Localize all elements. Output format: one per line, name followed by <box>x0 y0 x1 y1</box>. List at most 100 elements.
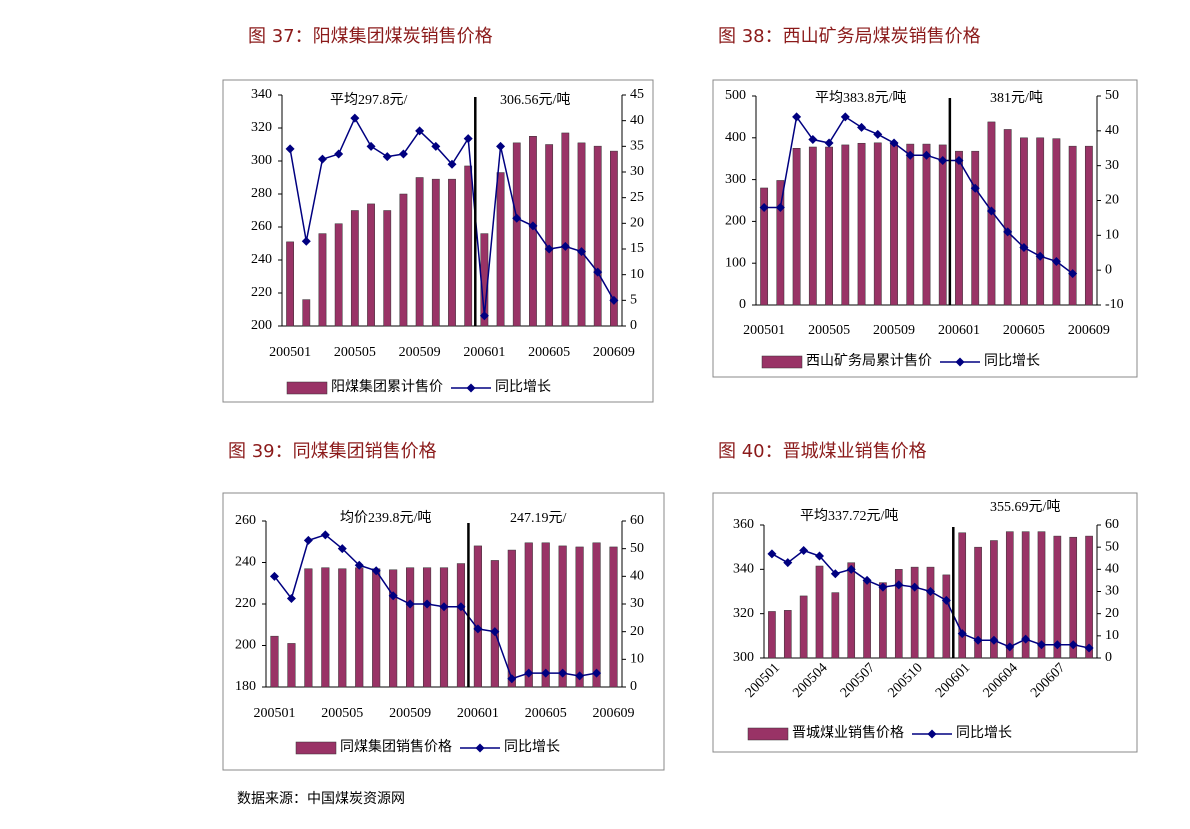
annotation: 平均337.72元/吨 <box>800 508 898 524</box>
y2-tick-label: 5 <box>630 293 637 308</box>
bar <box>1084 145 1093 306</box>
line-marker <box>808 135 818 145</box>
bar <box>338 568 347 688</box>
annotation: 均价239.8元/吨 <box>340 510 431 526</box>
line-marker <box>1068 269 1078 279</box>
x-tick-label: 200501 <box>253 706 295 721</box>
bar <box>815 565 824 659</box>
legend-swatch <box>286 381 328 395</box>
bar <box>760 187 769 306</box>
y-tick-label: 200 <box>251 318 272 333</box>
y-tick-label: 500 <box>725 88 746 103</box>
line-marker <box>1005 642 1015 652</box>
x-tick-label: 200601 <box>938 323 980 338</box>
bar <box>304 568 313 688</box>
line-marker <box>350 113 360 123</box>
bar <box>389 569 398 688</box>
bar <box>529 136 537 327</box>
line-marker <box>354 560 364 570</box>
annotation: 355.69元/吨 <box>990 499 1060 515</box>
y-tick-label: 220 <box>235 596 256 611</box>
x-tick-label: 200509 <box>399 345 441 360</box>
line-marker <box>815 551 824 561</box>
bar <box>561 132 570 327</box>
line-marker <box>894 580 904 590</box>
y2-tick-label: 40 <box>630 113 644 128</box>
bar <box>367 203 375 327</box>
bar <box>808 146 817 306</box>
y2-tick-label: 25 <box>630 190 644 205</box>
bar <box>1053 535 1062 659</box>
bar <box>318 233 327 327</box>
bar <box>524 542 533 688</box>
legend-label: 同比增长 <box>504 739 560 755</box>
y-tick-label: 260 <box>235 513 256 528</box>
legend-swatch <box>295 741 337 755</box>
x-tick-label: 200605 <box>528 345 570 360</box>
line-marker <box>512 213 522 223</box>
bar <box>1005 531 1014 659</box>
line-marker <box>439 602 449 612</box>
bar <box>906 143 915 306</box>
y-tick-label: 200 <box>235 638 256 653</box>
bar <box>1037 531 1046 659</box>
line-marker <box>1052 640 1062 650</box>
y2-tick-label: 10 <box>630 652 644 667</box>
y2-tick-label: 50 <box>1105 539 1119 554</box>
line-marker <box>285 144 295 154</box>
line-marker <box>1019 243 1029 253</box>
y-tick-label: 320 <box>733 606 754 621</box>
line-marker <box>1035 251 1045 261</box>
bar <box>942 574 951 659</box>
line-marker <box>910 582 920 592</box>
bar <box>406 567 415 688</box>
x-tick-label: 200505 <box>334 345 376 360</box>
x-tick-label: 200609 <box>593 345 635 360</box>
y2-tick-label: 60 <box>630 513 644 528</box>
line-marker <box>941 595 951 605</box>
y-tick-label: 300 <box>733 650 754 665</box>
chart-title: 图 38：西山矿务局煤炭销售价格 <box>718 26 981 47</box>
legend-swatch <box>747 727 789 741</box>
line-marker <box>422 599 432 609</box>
x-tick-label: 200507 <box>838 660 878 700</box>
line-marker <box>490 627 500 637</box>
line-marker <box>986 206 996 216</box>
bar <box>938 144 947 306</box>
y2-tick-label: 30 <box>630 596 644 611</box>
bar <box>955 150 963 306</box>
bar <box>890 142 898 306</box>
line-marker <box>398 149 408 159</box>
bar <box>873 142 882 306</box>
line-marker <box>926 587 935 596</box>
y-tick-label: 240 <box>251 252 272 267</box>
bar <box>922 143 931 306</box>
bar <box>372 568 381 688</box>
line-marker <box>783 558 793 568</box>
bar <box>831 592 840 659</box>
y-tick-label: 240 <box>235 555 256 570</box>
line-marker <box>792 112 802 122</box>
bar <box>958 532 967 659</box>
y2-tick-label: 30 <box>1105 584 1119 599</box>
x-tick-label: 200605 <box>525 706 567 721</box>
y2-tick-label: 0 <box>630 679 637 694</box>
bar <box>286 241 294 327</box>
y2-tick-label: -10 <box>1105 297 1124 312</box>
x-tick-label: 200604 <box>981 660 1021 700</box>
line-marker <box>846 564 856 574</box>
line-marker <box>830 569 840 579</box>
x-tick-label: 200504 <box>790 660 830 700</box>
y-tick-label: 180 <box>235 679 256 694</box>
bar <box>399 193 408 327</box>
line-marker <box>447 159 457 169</box>
bar <box>841 144 850 306</box>
line-marker <box>592 668 602 678</box>
y-tick-label: 400 <box>725 130 746 145</box>
bar <box>558 545 567 688</box>
y2-tick-label: 30 <box>630 164 644 179</box>
y2-tick-label: 15 <box>630 241 644 256</box>
y2-tick-label: 0 <box>630 318 637 333</box>
bar <box>473 545 482 688</box>
